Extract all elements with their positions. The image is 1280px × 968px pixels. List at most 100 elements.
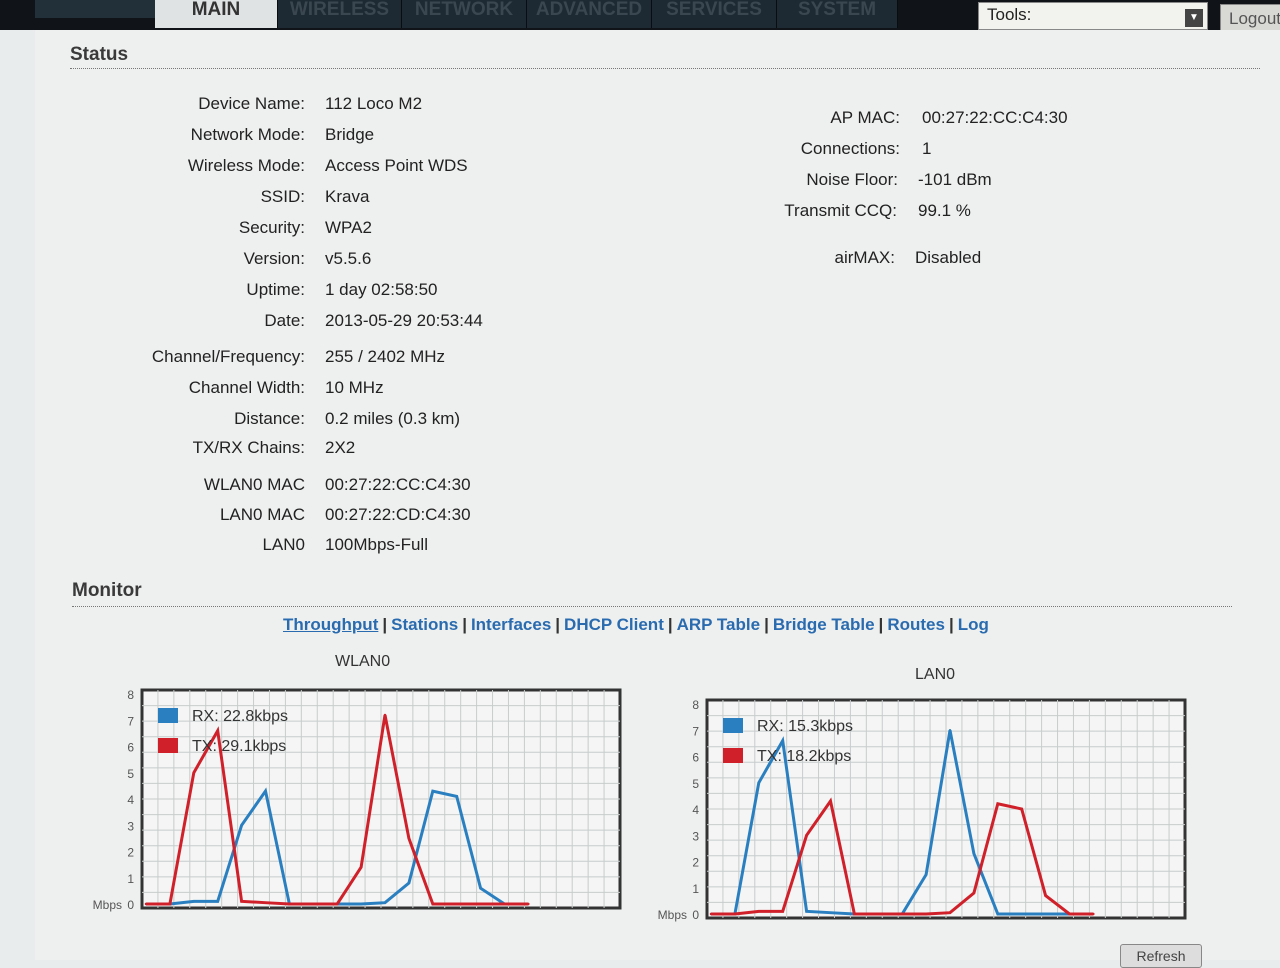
- data-point: [757, 910, 760, 913]
- status-value: 112 Loco M2: [325, 94, 423, 113]
- data-point: [455, 902, 458, 906]
- link-log[interactable]: Log: [957, 615, 989, 634]
- status-label: Channel/Frequency:: [151, 347, 305, 366]
- separator: |: [667, 615, 673, 634]
- legend-swatch: [158, 738, 178, 753]
- separator: |: [382, 615, 388, 634]
- data-point: [924, 873, 928, 876]
- y-axis-label: Mbps: [93, 898, 122, 912]
- status-label: Distance:: [234, 409, 305, 428]
- legend-label: RX: 22.8kbps: [192, 708, 288, 725]
- logout-button[interactable]: Logout: [1220, 4, 1280, 34]
- status-label: SSID:: [260, 187, 305, 206]
- y-tick-label: 5: [692, 777, 699, 791]
- tab-wireless[interactable]: WIRELESS: [278, 0, 402, 28]
- link-interfaces[interactable]: Interfaces: [470, 615, 552, 634]
- y-tick-label: 4: [692, 803, 699, 817]
- data-point: [359, 866, 363, 869]
- legend-swatch: [158, 708, 178, 723]
- chart-title-lan0: LAN0: [915, 666, 956, 683]
- legend-swatch: [723, 748, 743, 763]
- y-tick-label: 1: [692, 882, 699, 896]
- data-point: [383, 713, 387, 717]
- y-tick-label: 1: [127, 872, 134, 886]
- data-point: [1068, 912, 1071, 916]
- chevron-down-icon: ▼: [1185, 9, 1203, 27]
- data-point: [168, 902, 172, 906]
- legend-label: TX: 29.1kbps: [192, 738, 286, 755]
- data-point: [1092, 912, 1095, 916]
- link-routes[interactable]: Routes: [887, 615, 945, 634]
- status-label: TX/RX Chains:: [192, 438, 305, 457]
- status-value: 10 MHz: [325, 378, 384, 397]
- status-label: LAN0: [262, 535, 305, 554]
- y-tick-label: 8: [692, 698, 699, 712]
- tab-services[interactable]: SERVICES: [652, 0, 777, 28]
- y-tick-label: 3: [692, 829, 699, 843]
- separator: |: [764, 615, 769, 634]
- status-label: Connections:: [800, 139, 900, 158]
- link-throughput[interactable]: Throughput: [283, 615, 379, 634]
- separator: |: [878, 615, 884, 634]
- status-value: 00:27:22:CD:C4:30: [325, 505, 471, 524]
- status-label: Date:: [264, 311, 305, 330]
- tab-advanced[interactable]: ADVANCED: [527, 0, 652, 28]
- tab-system[interactable]: SYSTEM: [777, 0, 898, 28]
- status-label: Wireless Mode:: [187, 156, 305, 175]
- data-point: [240, 824, 243, 827]
- tab-main[interactable]: MAIN: [155, 0, 278, 28]
- status-value: 00:27:22:CC:C4:30: [922, 108, 1068, 127]
- divider: [72, 606, 1232, 607]
- separator: |: [462, 615, 467, 634]
- tab-network[interactable]: NETWORK: [402, 0, 527, 28]
- data-point: [948, 911, 952, 914]
- y-tick-label: 3: [127, 819, 134, 833]
- link-dhcp-client[interactable]: DHCP Client: [564, 615, 664, 634]
- divider: [70, 68, 1260, 69]
- status-label: Security:: [238, 218, 305, 237]
- status-value: 1 day 02:58:50: [325, 280, 438, 299]
- data-point: [996, 912, 999, 916]
- data-point: [192, 771, 195, 774]
- status-value: WPA2: [325, 218, 372, 237]
- data-point: [503, 902, 506, 906]
- link-bridge-table[interactable]: Bridge Table: [772, 615, 875, 634]
- refresh-button[interactable]: Refresh: [1120, 944, 1202, 968]
- logo: [35, 0, 155, 18]
- data-point: [781, 910, 784, 913]
- link-stations[interactable]: Stations: [391, 615, 459, 634]
- status-value: v5.5.6: [325, 249, 372, 268]
- data-point: [1020, 807, 1023, 811]
- legend-swatch: [723, 718, 743, 733]
- data-point: [216, 729, 219, 732]
- status-label: WLAN0 MAC: [203, 475, 305, 494]
- data-point: [757, 781, 760, 784]
- data-point: [829, 799, 832, 803]
- y-axis-label: Mbps: [658, 908, 687, 922]
- y-tick-label: 0: [127, 898, 134, 912]
- data-point: [829, 911, 832, 914]
- status-label: Version:: [243, 249, 305, 268]
- data-point: [455, 795, 458, 798]
- separator: |: [555, 615, 561, 634]
- status-value: Bridge: [325, 125, 375, 144]
- data-point: [240, 900, 243, 903]
- status-value: 0.2 miles (0.3 km): [325, 409, 461, 428]
- y-tick-label: 6: [127, 741, 134, 755]
- data-point: [479, 887, 482, 890]
- status-label: Channel Width:: [188, 378, 305, 397]
- tools-dropdown[interactable]: Tools: ▼: [978, 2, 1208, 30]
- data-point: [407, 837, 411, 840]
- lan0-throughput-chart: 0 1 2 3 4 5 6 7 8 Mbps RX: 15.3kbps TX: 18.2kbps: [658, 698, 1187, 922]
- link-arp-table[interactable]: ARP Table: [676, 615, 761, 634]
- y-tick-label: 4: [127, 793, 134, 807]
- data-point: [924, 912, 928, 916]
- data-point: [996, 802, 999, 805]
- data-point: [805, 910, 808, 913]
- data-point: [312, 902, 315, 906]
- y-tick-label: 8: [127, 688, 134, 702]
- data-point: [336, 902, 339, 906]
- data-point: [527, 902, 530, 906]
- y-tick-label: 5: [127, 767, 134, 781]
- data-point: [288, 902, 291, 906]
